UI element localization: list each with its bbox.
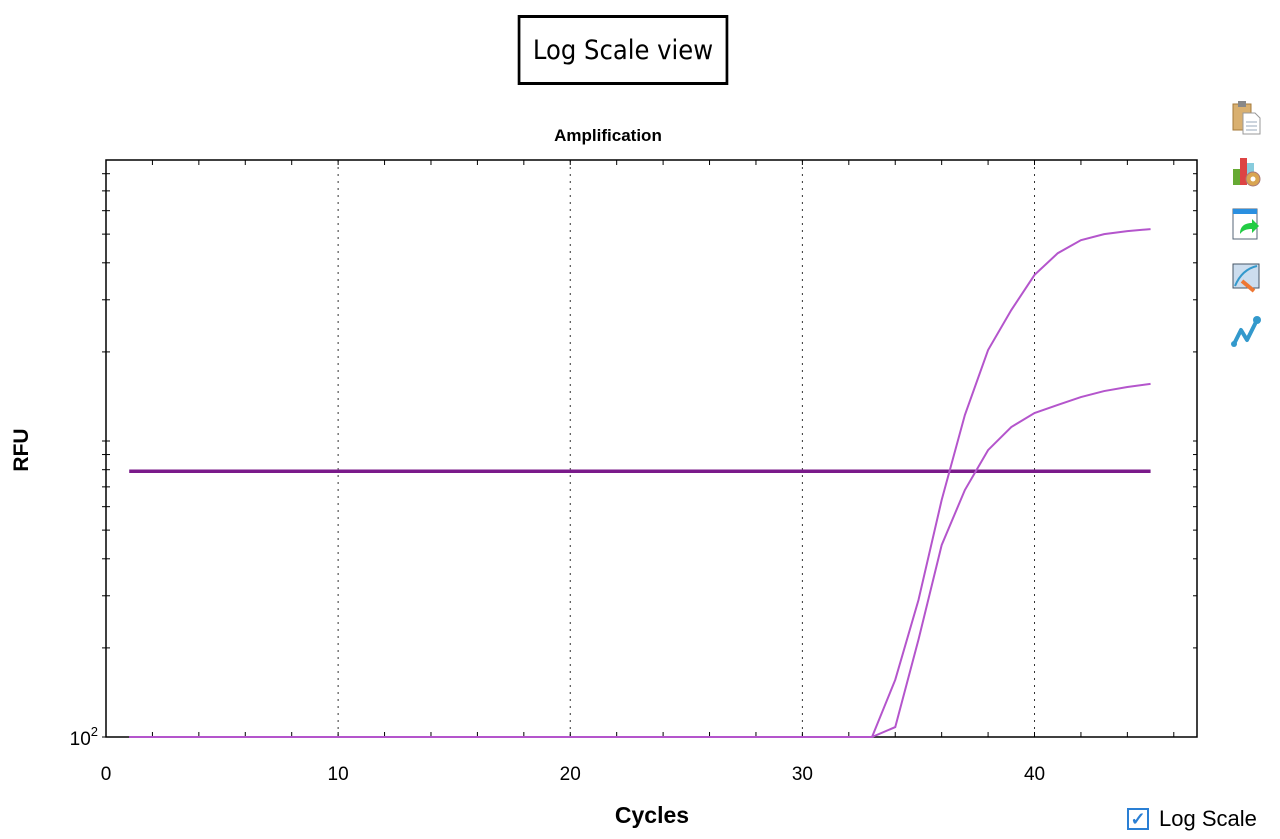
x-tick-label: 0 [101, 764, 112, 785]
amplification-curve-1 [129, 228, 1151, 738]
chart-title: Amplification [554, 126, 662, 145]
amplification-curve-2 [129, 382, 1151, 738]
x-tick-label: 30 [792, 764, 813, 785]
y-axis-label: RFU [10, 428, 33, 471]
y-tick-label: 102 [70, 724, 98, 750]
view-banner: Log Scale view [517, 15, 729, 85]
log-scale-label: Log Scale [1159, 806, 1257, 831]
trace-styles-icon[interactable] [1230, 312, 1264, 348]
chart-settings-icon[interactable] [1230, 153, 1264, 189]
checkbox-checked-icon[interactable]: ✓ [1127, 808, 1149, 830]
x-tick-label: 10 [328, 764, 349, 785]
x-axis-label: Cycles [615, 802, 689, 828]
chart-toolbar [1230, 100, 1264, 348]
export-icon[interactable] [1230, 206, 1264, 242]
clipboard-copy-icon[interactable] [1230, 100, 1264, 136]
x-tick-label: 40 [1024, 764, 1045, 785]
plot-frame [105, 159, 1198, 738]
edit-chart-icon[interactable] [1230, 259, 1264, 295]
log-scale-checkbox[interactable]: ✓ Log Scale [1127, 806, 1257, 832]
x-tick-label: 20 [560, 764, 581, 785]
